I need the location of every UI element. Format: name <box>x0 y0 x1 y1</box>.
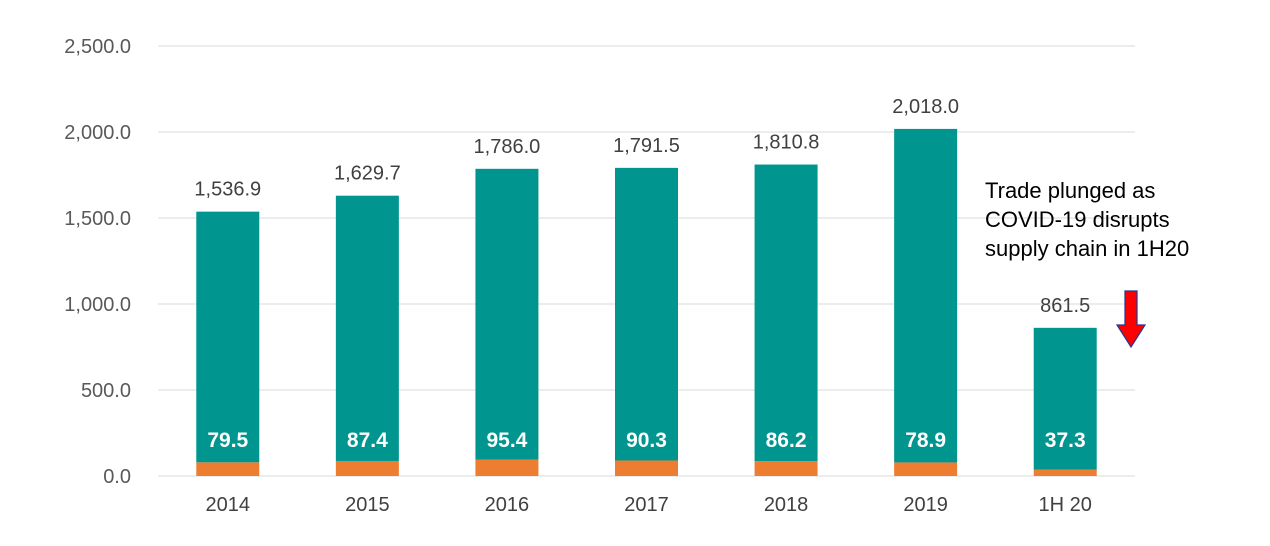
bar-segment-upper <box>196 211 260 463</box>
total-value-label: 1,536.9 <box>194 179 261 201</box>
bars: 79.5 1,536.9 87.4 1,629.7 95.4 1,786.0 90.3 1,7… <box>194 96 1097 476</box>
segment-value-label: 87.4 <box>347 429 388 452</box>
bar-segment-lower <box>894 462 958 476</box>
y-axis: 0.0 500.0 1,000.0 1,500.0 2,000.0 2,500.0 <box>64 36 131 488</box>
bar-segment-lower <box>615 460 678 476</box>
bar-segment-upper <box>335 195 399 461</box>
annotation-line-1: Trade plunged as <box>985 178 1155 203</box>
x-axis: 2014 2015 2016 2017 2018 2019 1H 20 <box>206 494 1092 516</box>
x-tick-label: 2019 <box>903 494 948 516</box>
y-tick-label: 2,500.0 <box>64 36 131 58</box>
y-tick-label: 500.0 <box>81 380 131 402</box>
bar-segment-lower <box>475 459 539 476</box>
y-tick-label: 0.0 <box>103 466 131 488</box>
bar-segment-lower <box>1033 469 1097 476</box>
x-tick-label: 2014 <box>206 494 251 516</box>
bar-segment-upper <box>754 164 818 462</box>
bar-segment-upper <box>1033 327 1097 470</box>
annotation: Trade plunged as COVID-19 disrupts suppl… <box>985 178 1189 349</box>
segment-value-label: 95.4 <box>486 429 527 452</box>
bar-segment-lower <box>335 460 399 476</box>
bar-segment-lower <box>196 462 260 476</box>
total-value-label: 1,810.8 <box>753 132 820 154</box>
x-tick-label: 2015 <box>345 494 390 516</box>
x-tick-label: 2017 <box>624 494 669 516</box>
y-tick-label: 1,000.0 <box>64 294 131 316</box>
segment-value-label: 37.3 <box>1045 429 1086 452</box>
segment-value-label: 78.9 <box>905 429 946 452</box>
annotation-line-3: supply chain in 1H20 <box>985 236 1189 261</box>
annotation-line-2: COVID-19 disrupts <box>985 207 1170 232</box>
total-value-label: 861.5 <box>1040 295 1090 317</box>
x-tick-label: 2018 <box>764 494 809 516</box>
x-tick-label: 2016 <box>485 494 530 516</box>
total-value-label: 1,786.0 <box>474 136 541 158</box>
total-value-label: 2,018.0 <box>892 96 959 118</box>
segment-value-label: 79.5 <box>207 429 248 452</box>
x-tick-label: 1H 20 <box>1039 494 1092 516</box>
segment-value-label: 86.2 <box>766 429 807 452</box>
segment-value-label: 90.3 <box>626 429 667 452</box>
total-value-label: 1,791.5 <box>613 135 680 157</box>
bar-segment-lower <box>754 461 818 476</box>
y-tick-label: 1,500.0 <box>64 208 131 230</box>
y-tick-label: 2,000.0 <box>64 122 131 144</box>
bar-segment-upper <box>615 167 678 461</box>
down-arrow-icon <box>1115 290 1147 349</box>
total-value-label: 1,629.7 <box>334 163 401 185</box>
bar-segment-upper <box>475 168 539 460</box>
bar-segment-upper <box>894 128 958 463</box>
